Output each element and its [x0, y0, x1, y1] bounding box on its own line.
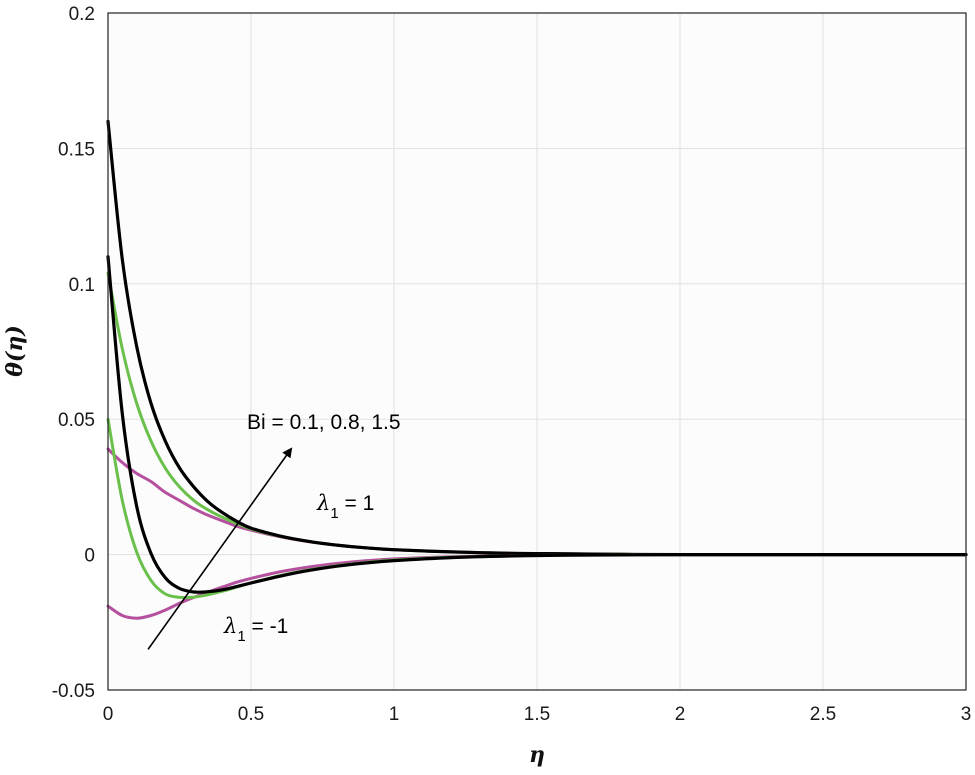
x-tick-label: 1 [389, 704, 400, 725]
axes-frame [107, 12, 967, 691]
x-tick-label: 2 [675, 704, 686, 725]
trend-arrow [147, 447, 293, 650]
bi-annotation: Bi = 0.1, 0.8, 1.5 [247, 411, 401, 434]
y-tick-label: -0.05 [52, 681, 95, 702]
lambda-neg-value: = -1 [246, 615, 289, 638]
y-axis-label: θ(η) [2, 325, 28, 377]
series-layer [106, 119, 968, 620]
series-line-6 [106, 255, 968, 594]
x-tick-label: 3 [961, 704, 972, 725]
y-tick-label: 0.2 [69, 4, 95, 25]
lambda-neg-subscript: 1 [237, 628, 245, 645]
x-tick-label: 0 [103, 704, 114, 725]
y-tick-label: 0.15 [58, 139, 95, 160]
lambda-pos-subscript: 1 [330, 505, 338, 522]
lambda-neg-symbol: λ [223, 614, 237, 638]
x-tick-label: 0.5 [238, 704, 264, 725]
x-tick-label: 1.5 [524, 704, 550, 725]
x-axis-label: η [529, 742, 545, 768]
tick-labels: 0 0.5 1 1.5 2 2.5 3 -0.05 0 0.05 0.1 0.15 0.2 [52, 4, 972, 725]
lambda-pos-symbol: λ [316, 491, 330, 515]
x-tick-label: 2.5 [810, 704, 836, 725]
y-tick-label: 0.05 [58, 410, 95, 431]
lambda-pos-value: = 1 [339, 492, 375, 515]
y-tick-label: 0 [84, 546, 95, 567]
y-tick-label: 0.1 [69, 275, 95, 296]
lambda-pos-annotation: λ1 = 1 [316, 491, 374, 522]
lambda-neg-annotation: λ1 = -1 [223, 614, 288, 645]
